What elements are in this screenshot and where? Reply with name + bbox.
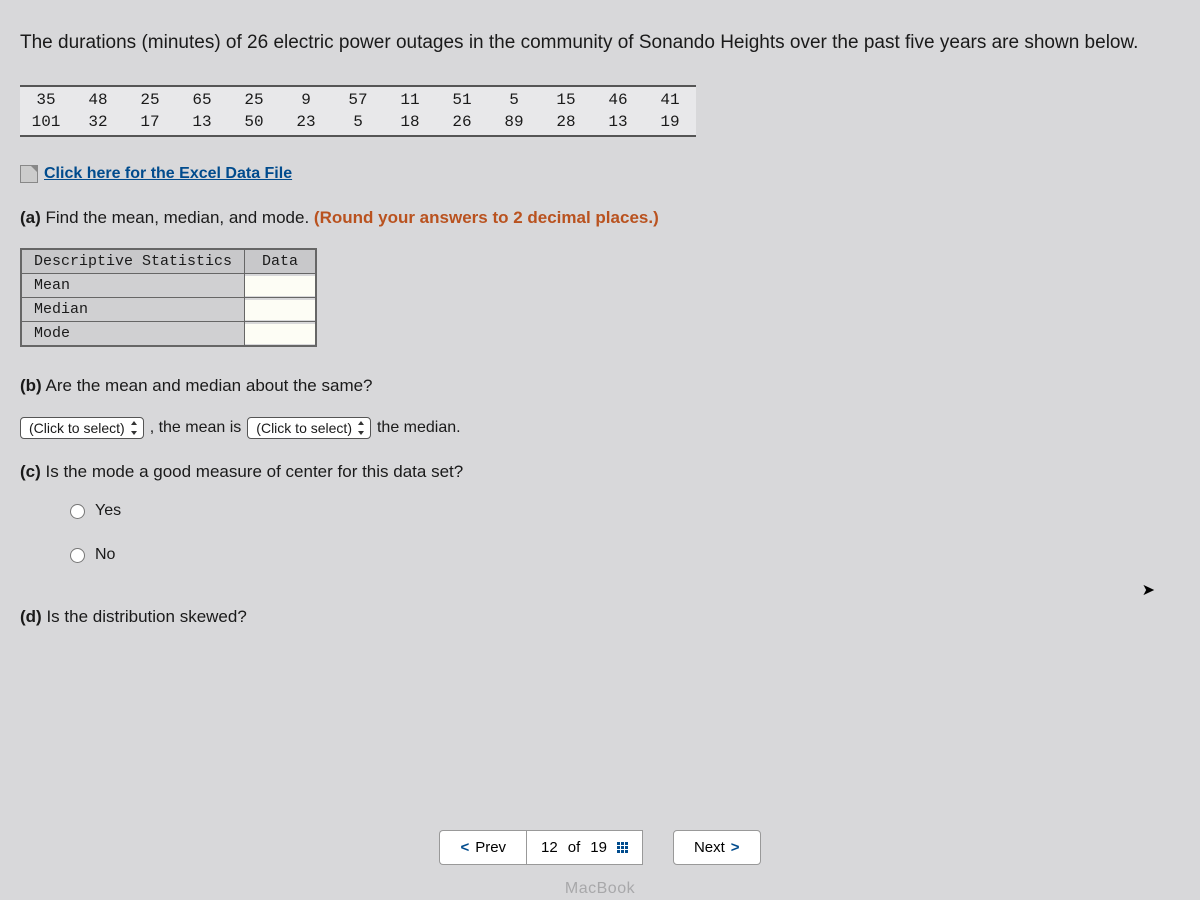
page-indicator: 12 of 19	[526, 830, 643, 865]
part-d-label: (d)	[20, 607, 42, 626]
page-of: of	[568, 839, 581, 856]
stepper-icon	[356, 421, 366, 435]
data-cell: 48	[72, 89, 124, 111]
data-cell: 11	[384, 89, 436, 111]
chevron-right-icon: >	[731, 839, 740, 856]
data-cell: 23	[280, 111, 332, 133]
data-cell: 15	[540, 89, 592, 111]
chevron-left-icon: <	[460, 839, 469, 856]
data-cell: 9	[280, 89, 332, 111]
part-b-text: Are the mean and median about the same?	[46, 376, 373, 395]
question-intro: The durations (minutes) of 26 electric p…	[20, 30, 1180, 57]
part-c-prompt: (c) Is the mode a good measure of center…	[20, 459, 1180, 485]
part-c-label: (c)	[20, 462, 41, 481]
part-a-prompt: (a) Find the mean, median, and mode. (Ro…	[20, 205, 1180, 231]
data-cell: 50	[228, 111, 280, 133]
device-label: MacBook	[565, 880, 635, 898]
data-cell: 5	[488, 89, 540, 111]
next-label: Next	[694, 839, 725, 856]
stats-header-right: Data	[245, 249, 317, 274]
data-cell: 26	[436, 111, 488, 133]
mean-input[interactable]	[245, 276, 315, 296]
radio-yes-input[interactable]	[70, 504, 85, 519]
radio-no-item[interactable]: No	[70, 546, 1180, 564]
part-b-answer-row: (Click to select) , the mean is (Click t…	[20, 417, 1180, 439]
radio-yes-label: Yes	[95, 502, 121, 520]
data-cell: 25	[124, 89, 176, 111]
cursor-icon: ➤	[1142, 580, 1155, 600]
radio-no-input[interactable]	[70, 548, 85, 563]
data-cell: 46	[592, 89, 644, 111]
part-b-select-1[interactable]: (Click to select)	[20, 417, 144, 439]
data-row: 10132171350235182689281319	[20, 111, 696, 133]
data-cell: 41	[644, 89, 696, 111]
data-cell: 32	[72, 111, 124, 133]
stats-header-left: Descriptive Statistics	[21, 249, 245, 274]
page-current: 12	[541, 839, 558, 856]
data-cell: 19	[644, 111, 696, 133]
data-cell: 18	[384, 111, 436, 133]
data-cell: 65	[176, 89, 228, 111]
radio-no-label: No	[95, 546, 115, 564]
descriptive-stats-table: Descriptive Statistics Data Mean Median …	[20, 248, 317, 347]
data-cell: 5	[332, 111, 384, 133]
part-a-hint: (Round your answers to 2 decimal places.…	[314, 208, 659, 227]
data-cell: 25	[228, 89, 280, 111]
stats-row-median-label: Median	[21, 298, 245, 322]
excel-file-icon	[20, 165, 38, 183]
prev-label: Prev	[475, 839, 506, 856]
data-cell: 13	[592, 111, 644, 133]
mode-input[interactable]	[245, 324, 315, 344]
data-cell: 17	[124, 111, 176, 133]
data-cell: 13	[176, 111, 228, 133]
part-b-select-1-label: (Click to select)	[29, 420, 125, 436]
part-a-text: Find the mean, median, and mode.	[46, 208, 310, 227]
stats-row-mean-label: Mean	[21, 274, 245, 298]
part-b-mid-2: the median.	[377, 419, 461, 437]
radio-yes-item[interactable]: Yes	[70, 502, 1180, 520]
data-cell: 89	[488, 111, 540, 133]
median-input[interactable]	[245, 300, 315, 320]
part-b-select-2-label: (Click to select)	[256, 420, 352, 436]
page-total: 19	[590, 839, 607, 856]
question-navigation: < Prev 12 of 19 Next >	[0, 830, 1200, 865]
stepper-icon	[129, 421, 139, 435]
part-b-label: (b)	[20, 376, 42, 395]
data-values-table: 3548256525957115151546411013217135023518…	[20, 85, 696, 137]
stats-row-mode-label: Mode	[21, 322, 245, 347]
part-d-text: Is the distribution skewed?	[46, 607, 246, 626]
excel-download-link[interactable]: Click here for the Excel Data File	[44, 165, 292, 183]
part-a-label: (a)	[20, 208, 41, 227]
grid-icon[interactable]	[617, 842, 628, 853]
data-cell: 101	[20, 111, 72, 133]
part-c-text: Is the mode a good measure of center for…	[46, 462, 464, 481]
prev-button[interactable]: < Prev	[439, 830, 526, 865]
part-b-prompt: (b) Are the mean and median about the sa…	[20, 373, 1180, 399]
data-cell: 28	[540, 111, 592, 133]
part-b-mid-1: , the mean is	[150, 419, 242, 437]
data-cell: 35	[20, 89, 72, 111]
part-c-radio-group: Yes No	[70, 502, 1180, 564]
next-button[interactable]: Next >	[673, 830, 761, 865]
data-cell: 51	[436, 89, 488, 111]
data-row: 354825652595711515154641	[20, 89, 696, 111]
part-b-select-2[interactable]: (Click to select)	[247, 417, 371, 439]
part-d-prompt: (d) Is the distribution skewed?	[20, 604, 1180, 630]
data-cell: 57	[332, 89, 384, 111]
